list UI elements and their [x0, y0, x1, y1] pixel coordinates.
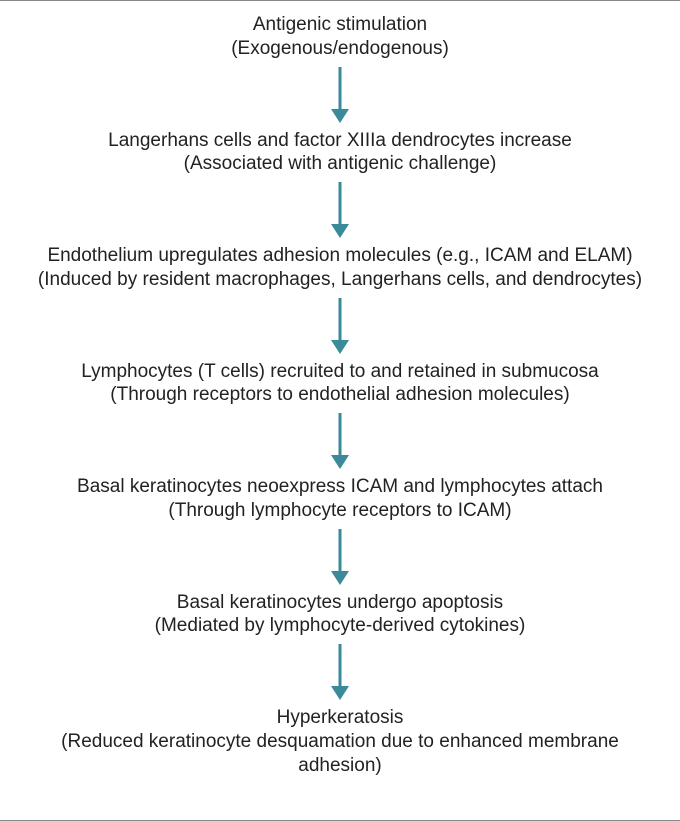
step-sub: (Exogenous/endogenous) — [231, 37, 449, 61]
arrow-down-icon — [330, 642, 350, 702]
arrow-2 — [330, 176, 350, 244]
step-sub: (Reduced keratinocyte desquamation due t… — [60, 730, 620, 778]
step-main: Lymphocytes (T cells) recruited to and r… — [81, 360, 598, 384]
arrow-6 — [330, 638, 350, 706]
arrow-4 — [330, 407, 350, 475]
step-main: Basal keratinocytes undergo apoptosis — [155, 591, 526, 615]
step-5: Basal keratinocytes neoexpress ICAM and … — [77, 475, 603, 523]
step-2: Langerhans cells and factor XIIIa dendro… — [108, 129, 572, 177]
arrow-1 — [330, 61, 350, 129]
arrow-down-icon — [330, 65, 350, 125]
step-sub: (Through receptors to endothelial adhesi… — [81, 383, 598, 407]
step-main: Antigenic stimulation — [231, 13, 449, 37]
step-4: Lymphocytes (T cells) recruited to and r… — [81, 360, 598, 408]
flowchart: Antigenic stimulation (Exogenous/endogen… — [0, 13, 680, 777]
step-sub: (Mediated by lymphocyte-derived cytokine… — [155, 614, 526, 638]
step-1: Antigenic stimulation (Exogenous/endogen… — [231, 13, 449, 61]
step-main: Hyperkeratosis — [60, 706, 620, 730]
step-7: Hyperkeratosis (Reduced keratinocyte des… — [60, 706, 620, 777]
step-sub: (Associated with antigenic challenge) — [108, 152, 572, 176]
step-6: Basal keratinocytes undergo apoptosis (M… — [155, 591, 526, 639]
arrow-down-icon — [330, 180, 350, 240]
arrow-down-icon — [330, 296, 350, 356]
diagram-container: Antigenic stimulation (Exogenous/endogen… — [0, 0, 680, 821]
arrow-5 — [330, 523, 350, 591]
step-3: Endothelium upregulates adhesion molecul… — [38, 244, 642, 292]
step-main: Endothelium upregulates adhesion molecul… — [38, 244, 642, 268]
step-sub: (Induced by resident macrophages, Langer… — [38, 268, 642, 292]
arrow-3 — [330, 292, 350, 360]
step-main: Basal keratinocytes neoexpress ICAM and … — [77, 475, 603, 499]
arrow-down-icon — [330, 411, 350, 471]
step-main: Langerhans cells and factor XIIIa dendro… — [108, 129, 572, 153]
arrow-down-icon — [330, 527, 350, 587]
step-sub: (Through lymphocyte receptors to ICAM) — [77, 499, 603, 523]
